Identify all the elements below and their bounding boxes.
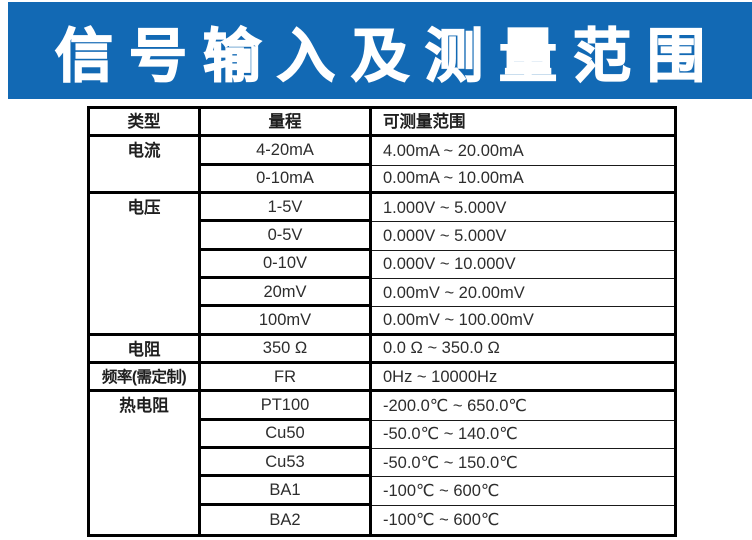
type-cell: 频率(需定制) [90,364,201,393]
measurable-range-cell: -100℃ ~ 600℃ [383,510,500,529]
measurable-range-cell: -50.0℃ ~ 150.0℃ [372,449,674,478]
column-header-range: 量程 [201,109,372,138]
range-cell: 4-20mA [201,137,372,166]
range-cell: 350 Ω [201,335,372,364]
type-cell: 电流 [90,137,201,194]
range-cell: BA2 [201,505,372,534]
measurable-range-cell: 1.000V ~ 5.000V [372,194,674,223]
range-cell: PT100 [201,392,372,421]
range-cell: BA1 [201,477,372,506]
range-cell: Cu53 [201,449,372,478]
range-cell: 0-10mA [201,165,372,194]
range-cell: 1-5V [201,194,372,223]
measurable-range-cell: 0.00mV ~ 100.00mV [372,307,674,336]
type-cell: 热电阻 [90,392,201,534]
type-cell: 电压 [90,194,201,336]
range-cell: FR [201,364,372,393]
signal-range-table: 类型 量程 可测量范围 电流 4-20mA 4.00mA ~ 20.00mA 0-10… [87,106,677,537]
measurable-range-cell: 4.00mA ~ 20.00mA [372,137,674,166]
measurable-range-cell: 0Hz ~ 10000Hz [372,364,674,393]
range-cell: 0-5V [201,222,372,251]
column-header-measurable-range: 可测量范围 [372,109,674,138]
measurable-range-cell: -200.0℃ ~ 650.0℃ [372,392,674,421]
measurable-range-cell: -100℃ ~ 600℃ [372,477,674,506]
title-banner: 信号输入及测量范围 [8,2,752,99]
range-cell: 20mV [201,279,372,308]
page-title: 信号输入及测量范围 [54,21,721,91]
measurable-range-cell: 0.000V ~ 10.000V [372,251,674,279]
measurable-range-cell: 0.00mV ~ 20.00mV [372,279,674,308]
measurable-range-cell: 0.00mA ~ 10.00mA [372,166,674,194]
range-cell: 0-10V [201,250,372,279]
measurable-range-cell: 0.000V ~ 5.000V [372,222,674,251]
range-cell: 100mV [201,307,372,336]
measurable-range-cell: -50.0℃ ~ 140.0℃ [372,421,674,449]
type-cell: 电阻 [90,335,201,364]
measurable-range-cell: 0.0 Ω ~ 350.0 Ω [372,336,674,364]
range-cell: Cu50 [201,420,372,449]
column-header-type: 类型 [90,109,201,138]
